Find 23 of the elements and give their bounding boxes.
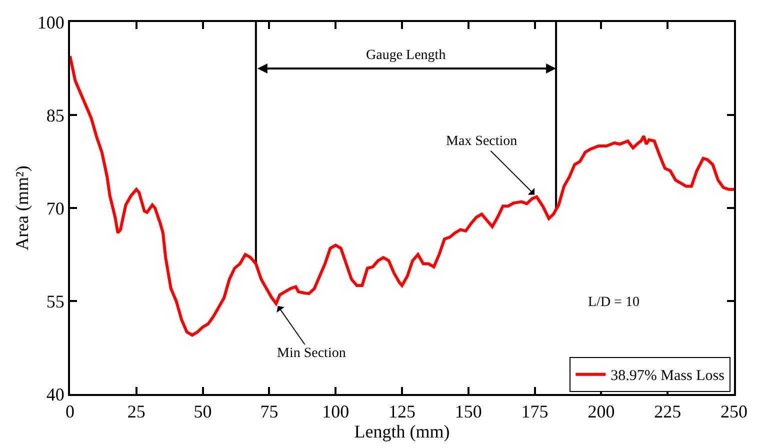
- annotation: Min Section: [277, 346, 346, 361]
- annotation: Max Section: [446, 134, 518, 149]
- x-tick-label: 250: [720, 402, 748, 422]
- x-tick-label: 200: [588, 402, 615, 422]
- x-tick-label: 100: [322, 402, 350, 422]
- x-axis-title: Length (mm): [354, 422, 450, 442]
- annotation: L/D = 10: [588, 295, 640, 310]
- y-tick-label: 70: [46, 198, 64, 218]
- y-tick-label: 40: [46, 384, 64, 404]
- annotation: Gauge Length: [366, 48, 446, 63]
- y-tick-label: 55: [46, 291, 64, 312]
- y-tick-label: 100: [37, 12, 64, 32]
- x-tick-label: 175: [521, 402, 548, 422]
- x-tick-label: 0: [66, 402, 74, 422]
- x-tick-label: 25: [127, 402, 146, 422]
- x-tick-label: 75: [260, 402, 278, 422]
- x-tick-label: 50: [194, 402, 212, 422]
- x-tick-label: 225: [654, 402, 682, 422]
- x-tick-label: 125: [388, 402, 416, 422]
- y-tick-label: 85: [46, 105, 64, 126]
- y-axis-title: Area (mm²): [12, 166, 32, 250]
- x-tick-label: 150: [454, 402, 482, 422]
- legend-label: 38.97% Mass Loss: [610, 368, 725, 384]
